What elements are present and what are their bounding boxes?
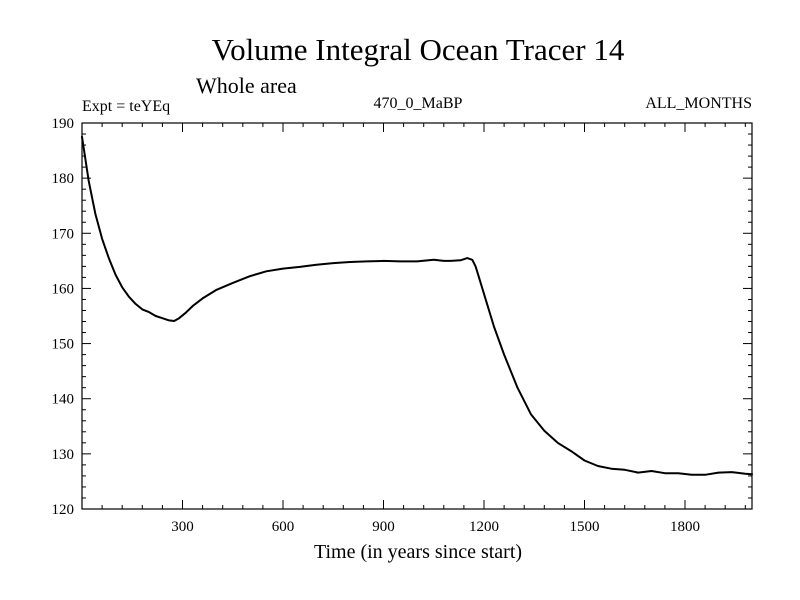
x-tick-label: 600	[272, 519, 295, 535]
x-tick-label: 1200	[469, 519, 499, 535]
x-axis-label: Time (in years since start)	[314, 541, 522, 563]
y-tick-label: 130	[52, 447, 75, 463]
x-tick-label: 300	[171, 519, 194, 535]
x-tick-label: 1800	[670, 519, 700, 535]
y-tick-label: 180	[52, 171, 75, 187]
experiment-annotation: Expt = teYEq	[82, 98, 170, 115]
y-tick-label: 170	[52, 226, 75, 242]
x-tick-labels: 300 600 900 1200 1500 1800	[171, 519, 700, 535]
series-line	[81, 135, 753, 476]
y-tick-label: 120	[52, 502, 75, 518]
chart-title: Volume Integral Ocean Tracer 14	[212, 32, 625, 67]
x-tick-label: 1500	[570, 519, 600, 535]
x-tick-label: 900	[372, 519, 395, 535]
y-tick-label: 160	[52, 281, 75, 297]
axis-ticks	[82, 122, 752, 510]
y-tick-labels: 120 130 140 150 160 170 180 190	[52, 116, 75, 518]
plot-frame	[81, 122, 753, 510]
y-tick-label: 190	[52, 116, 75, 132]
y-tick-label: 150	[52, 337, 75, 353]
months-annotation: ALL_MONTHS	[645, 95, 752, 112]
period-annotation: 470_0_MaBP	[374, 95, 463, 112]
chart-subtitle: Whole area	[196, 73, 297, 98]
y-tick-label: 140	[52, 392, 75, 408]
